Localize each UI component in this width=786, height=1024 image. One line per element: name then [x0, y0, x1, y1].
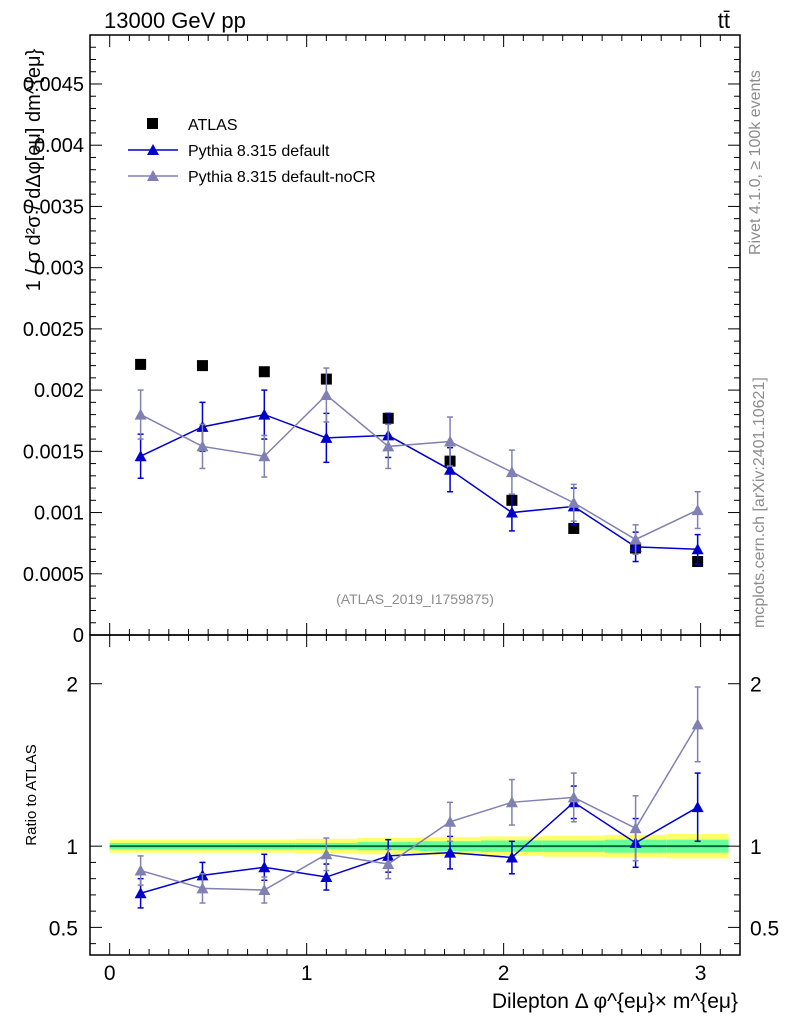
ratio-y-tick-label-right: 2: [750, 674, 762, 697]
ratio-pythia-8-315-default-nocr-point: [567, 791, 580, 803]
main-y-tick-label: 0.0045: [23, 74, 84, 96]
x-tick-label: 2: [498, 962, 510, 985]
legend-marker-atlas: [147, 118, 158, 129]
rivet-label: Rivet 4.1.0, ≥ 100k events: [747, 70, 764, 255]
pythia-8-315-default-nocr-point: [382, 440, 395, 452]
ratio-pythia-8-315-default-line: [140, 801, 699, 894]
ratio-pythia-8-315-default-point: [444, 846, 457, 858]
pythia-8-315-default-point: [134, 450, 147, 462]
main-y-tick-label: 0: [73, 625, 84, 647]
analysis-id: (ATLAS_2019_I1759875): [336, 591, 494, 607]
ratio-y-ticks: 0.5 0.5 1 1 2 2: [49, 674, 779, 945]
ratio-y-tick-label-right: 1: [750, 836, 762, 859]
main-x-ticks: [109, 35, 721, 635]
main-y-tick-label: 0.0015: [23, 441, 84, 463]
atlas-point: [196, 360, 208, 372]
pythia-8-315-default-nocr-point: [567, 496, 580, 508]
pythia-8-315-default-line: [140, 413, 698, 551]
pythia-8-315-default-nocr-point: [134, 408, 147, 420]
ratio-series: [134, 686, 704, 909]
ratio-y-axis-title: Ratio to ATLAS: [23, 744, 40, 845]
pythia-8-315-default-point: [691, 543, 704, 555]
pythia-8-315-default-point: [505, 506, 518, 518]
ratio-y-tick-label: 2: [66, 674, 78, 697]
ratio-pythia-8-315-default-nocr-line: [140, 723, 699, 891]
atlas-point: [568, 522, 580, 534]
x-axis-title: Dilepton Δ φ^{eμ}× m^{eμ}: [492, 990, 738, 1013]
ratio-pythia-8-315-default-point: [134, 887, 147, 899]
ratio-pythia-8-315-default-nocr-point: [320, 848, 333, 860]
energy-label: 13000 GeV pp: [104, 8, 246, 33]
ratio-pythia-8-315-default-nocr-point: [382, 858, 395, 870]
legend-label-default: Pythia 8.315 default: [188, 143, 330, 160]
ratio-pythia-8-315-default-nocr-point: [134, 864, 147, 876]
pythia-8-315-default-nocr-point: [444, 435, 457, 447]
atlas-point: [135, 358, 147, 370]
pythia-8-315-default-nocr-point: [196, 440, 209, 452]
pythia-8-315-default-point: [320, 431, 333, 443]
x-tick-label: 1: [301, 962, 313, 985]
main-y-tick-label: 0.003: [34, 258, 84, 280]
ratio-pythia-8-315-default-point: [258, 861, 271, 873]
x-tick-label: 0: [104, 962, 116, 985]
ratio-panel-frame: [89, 634, 741, 956]
ratio-pythia-8-315-default-nocr-point: [444, 815, 457, 827]
main-y-tick-label: 0.004: [34, 135, 84, 157]
legend-label-nocr: Pythia 8.315 default-noCR: [188, 169, 376, 186]
ratio-pythia-8-315-default-point: [691, 801, 704, 813]
ratio-pythia-8-315-default-nocr-point: [258, 884, 271, 896]
pythia-8-315-default-point: [258, 408, 271, 420]
main-series: [134, 358, 704, 568]
pythia-8-315-default-nocr-line: [140, 393, 698, 541]
pythia-8-315-default-nocr-point: [629, 533, 642, 545]
main-y-tick-label: 0.0025: [23, 319, 84, 341]
ratio-pythia-8-315-default-nocr-point: [691, 718, 704, 730]
legend-marker-default: [147, 144, 159, 155]
main-y-tick-label: 0.0035: [23, 196, 84, 218]
pythia-8-315-default-nocr-point: [691, 504, 704, 516]
ratio-y-tick-label: 1: [66, 836, 78, 859]
ratio-y-tick-label-right: 0.5: [750, 917, 779, 940]
x-tick-label: 3: [695, 962, 707, 985]
ratio-pythia-8-315-default-point: [320, 871, 333, 883]
legend-label-atlas: ATLAS: [188, 117, 238, 134]
main-y-tick-label: 0.002: [34, 380, 84, 402]
pythia-8-315-default-nocr-point: [258, 450, 271, 462]
ratio-pythia-8-315-default-point: [505, 851, 518, 863]
process-label: tt̄: [718, 8, 730, 33]
main-y-ticks: 0 0.0005 0.001 0.0015 0.002 0.0025 0.003 0.0035…: [23, 46, 740, 647]
mcplots-label: mcplots.cern.ch [arXiv:2401.10621]: [751, 377, 768, 628]
ratio-pythia-8-315-default-nocr-point: [629, 822, 642, 834]
pythia-8-315-default-point: [444, 463, 457, 475]
ratio-pythia-8-315-default-nocr-point: [196, 882, 209, 894]
ratio-pythia-8-315-default-nocr-point: [505, 796, 518, 808]
legend-marker-nocr: [147, 170, 159, 181]
ratio-y-tick-label: 0.5: [49, 917, 78, 940]
pythia-8-315-default-nocr-point: [505, 466, 518, 478]
main-y-tick-label: 0.0005: [23, 564, 84, 586]
atlas-point: [258, 366, 270, 378]
pythia-8-315-default-nocr-point: [320, 389, 333, 400]
main-y-tick-label: 0.001: [34, 503, 84, 525]
legend: ATLAS Pythia 8.315 default Pythia 8.315 …: [128, 117, 376, 186]
main-y-axis-title: 1 / σ d²σ / dΔφ[eμ] dm^{eμ}: [23, 48, 45, 291]
ratio-x-ticks: 0 1 2 3: [104, 635, 721, 985]
